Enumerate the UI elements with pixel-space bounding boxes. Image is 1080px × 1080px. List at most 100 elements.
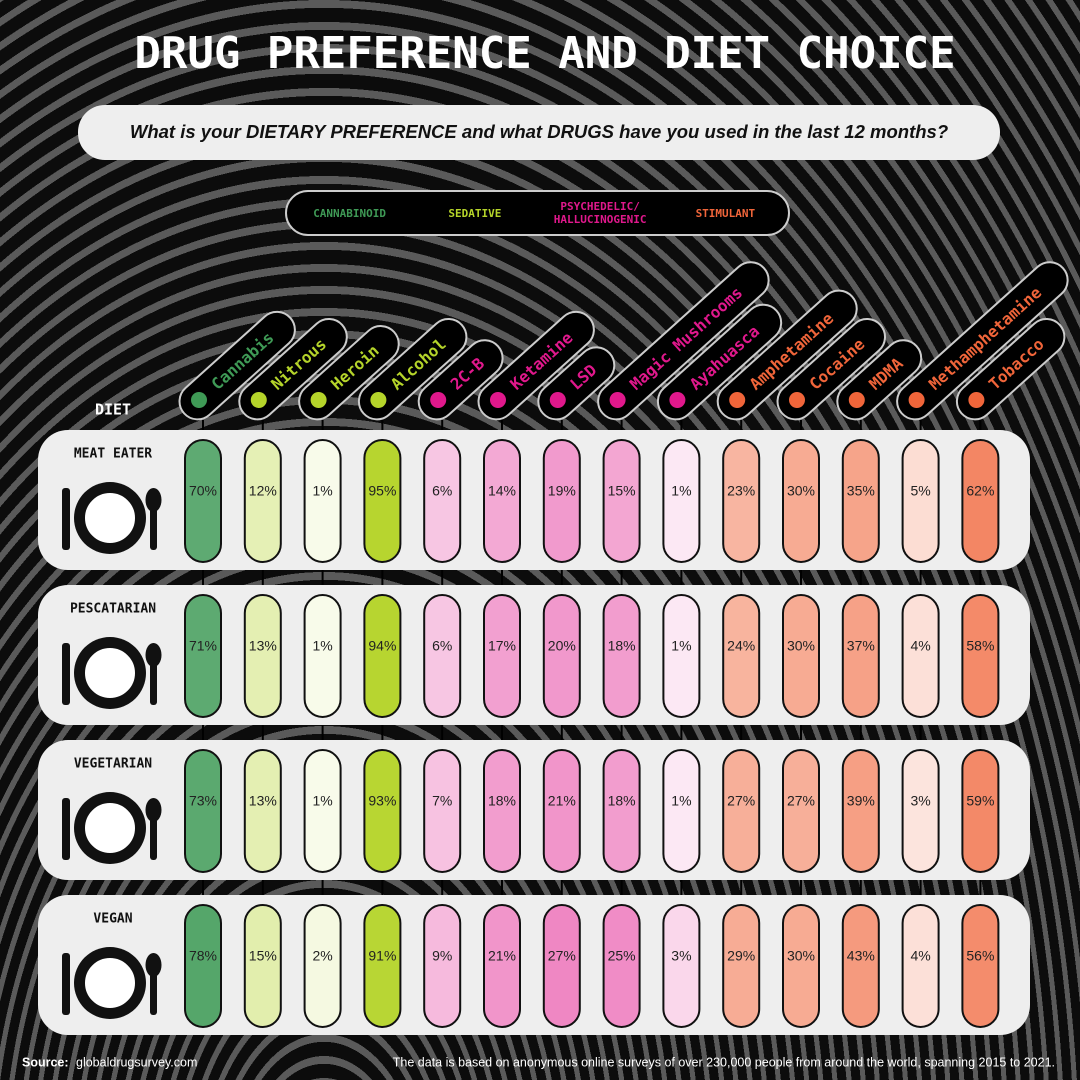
cell — [483, 749, 521, 873]
cell-label: 4% — [910, 638, 930, 654]
cell-label: 21% — [548, 793, 576, 809]
cell — [243, 439, 282, 563]
cell-label: 78% — [189, 948, 217, 964]
header-icon — [430, 392, 447, 408]
cell — [303, 594, 342, 718]
cell — [363, 749, 402, 873]
cell — [542, 439, 581, 563]
cell — [542, 749, 581, 873]
header-icon — [848, 392, 865, 408]
cell — [303, 904, 342, 1028]
row-label: PESCATARIAN — [70, 602, 156, 617]
cell-label: 3% — [910, 793, 930, 809]
row-label: MEAT EATER — [74, 447, 152, 462]
cell — [961, 904, 1000, 1028]
header-icon — [908, 392, 925, 408]
cell — [423, 594, 462, 718]
cell-label: 5% — [910, 483, 930, 499]
cell — [841, 439, 880, 563]
cell — [602, 439, 641, 563]
cell — [961, 594, 1000, 718]
cell — [542, 904, 581, 1028]
column-header: MDMA — [836, 339, 923, 421]
cell-label: 1% — [671, 793, 691, 809]
cell-label: 35% — [847, 483, 875, 499]
cell — [363, 439, 402, 563]
cell-label: 12% — [249, 483, 277, 499]
spoon-icon — [145, 488, 162, 512]
header-icon — [729, 392, 746, 408]
cell-label: 18% — [608, 793, 636, 809]
cell-label: 1% — [312, 793, 332, 809]
header-icon — [968, 392, 985, 408]
spoon-icon — [150, 663, 157, 705]
cell-label: 15% — [608, 483, 636, 499]
row-label: VEGAN — [93, 912, 132, 927]
cell-label: 3% — [671, 948, 691, 964]
cell-label: 1% — [671, 638, 691, 654]
cell — [483, 439, 521, 563]
spoon-icon — [150, 973, 157, 1015]
cell-label: 17% — [488, 638, 516, 654]
header-pill — [357, 317, 468, 421]
cell-label: 95% — [368, 483, 396, 499]
cell — [184, 749, 222, 873]
cell — [423, 439, 462, 563]
legend-entry: CANNABINOID — [313, 206, 387, 220]
cell-label: 23% — [727, 483, 755, 499]
cell-label: 14% — [488, 483, 516, 499]
cell — [243, 594, 282, 718]
column-header: LSD — [537, 346, 616, 421]
source-label: Source: — [22, 1055, 69, 1069]
header-icon — [191, 392, 207, 408]
cell-label: 39% — [847, 793, 875, 809]
spoon-icon — [150, 508, 157, 550]
note: The data is based on anonymous online su… — [393, 1055, 1055, 1069]
cell-label: 30% — [787, 948, 815, 964]
header-pill — [955, 317, 1066, 421]
cell-label: 2% — [312, 948, 332, 964]
cell — [901, 439, 940, 563]
legend: CANNABINOID SEDATIVE PSYCHEDELIC/ HALLUCIN… — [285, 190, 790, 236]
cell-label: 7% — [432, 793, 452, 809]
cell — [303, 439, 342, 563]
cell-label: 13% — [249, 638, 277, 654]
header-pill — [656, 303, 783, 421]
fork-icon — [62, 953, 70, 1015]
cell-label: 18% — [608, 638, 636, 654]
legend-entry: SEDATIVE — [448, 206, 502, 220]
cell — [662, 439, 701, 563]
subtitle-box — [78, 105, 1000, 160]
cell-label: 19% — [548, 483, 576, 499]
cell-label: 30% — [787, 483, 815, 499]
cell — [662, 904, 701, 1028]
cell — [961, 749, 1000, 873]
header-icon — [609, 392, 626, 408]
header-pill — [477, 310, 595, 421]
spoon-icon — [145, 643, 162, 667]
cell-label: 30% — [787, 638, 815, 654]
column-header: Cannabis — [178, 310, 296, 421]
plate-icon — [83, 956, 137, 1010]
cell — [483, 594, 521, 718]
plate-icon — [83, 646, 137, 700]
cell-label: 1% — [671, 483, 691, 499]
cell-label: 6% — [432, 483, 452, 499]
cell-label: 6% — [432, 638, 452, 654]
fork-icon — [62, 798, 70, 860]
row-label: VEGETARIAN — [74, 757, 152, 772]
cell — [722, 439, 761, 563]
cell — [841, 904, 880, 1028]
cell-label: 15% — [249, 948, 277, 964]
header-icon — [370, 392, 387, 408]
cell-label: 20% — [548, 638, 576, 654]
cell-label: 1% — [312, 638, 332, 654]
cell — [901, 904, 940, 1028]
cell-label: 62% — [966, 483, 994, 499]
chart-title: DRUG PREFERENCE AND DIET CHOICE — [134, 28, 955, 79]
cell — [901, 749, 940, 873]
cell — [184, 439, 222, 563]
spoon-icon — [145, 798, 162, 822]
